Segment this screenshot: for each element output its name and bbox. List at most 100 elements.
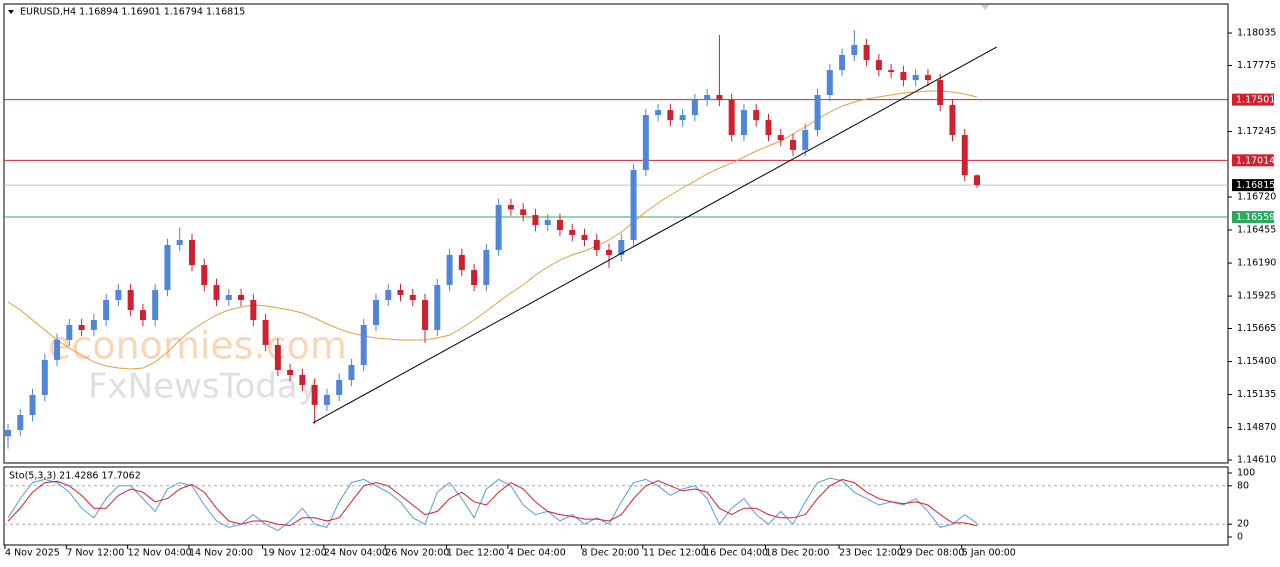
candle-body	[753, 110, 760, 121]
chart-title: EURUSD,H4 1.16894 1.16901 1.16794 1.1681…	[20, 7, 245, 18]
level-label-box	[1232, 179, 1274, 192]
candle-body	[115, 289, 122, 300]
candle-body	[483, 249, 490, 285]
y-tick-label: 1.16720	[1237, 191, 1276, 202]
candle-body	[5, 429, 11, 437]
candle-body	[974, 175, 980, 186]
candle-body	[888, 70, 895, 73]
candle-body	[949, 104, 956, 136]
candle-body	[704, 95, 711, 100]
candle-body	[471, 270, 478, 285]
x-tick-label: 4 Dec 04:00	[508, 548, 566, 559]
y-tick-label: 1.14610	[1237, 455, 1276, 466]
shift-marker	[981, 5, 989, 10]
x-tick-label: 4 Nov 2025	[5, 548, 60, 559]
watermark: FxNewsToday	[88, 367, 318, 407]
candle-body	[777, 135, 784, 141]
candle-body	[532, 215, 539, 226]
candle-body	[299, 374, 306, 385]
y-tick-label: 0	[1237, 532, 1243, 543]
candle-body	[274, 344, 281, 371]
candle-body	[78, 325, 85, 330]
y-tick-label: 1.15135	[1237, 389, 1276, 400]
candle-body	[544, 220, 551, 226]
level-label: 1.16559	[1236, 212, 1275, 223]
level-label: 1.17014	[1236, 155, 1275, 166]
level-label: 1.16815	[1236, 180, 1275, 191]
candle-body	[642, 115, 649, 171]
candle-body	[66, 325, 73, 340]
candle-body	[667, 110, 674, 121]
candle-body	[569, 230, 576, 235]
candle-body	[937, 80, 944, 105]
x-tick-label: 8 Dec 20:00	[581, 548, 639, 559]
candle-body	[458, 254, 465, 271]
candle-body	[262, 320, 269, 345]
y-tick-label: 1.15665	[1237, 323, 1276, 334]
x-tick-label: 5 Jan 00:00	[962, 548, 1016, 559]
candle-body	[507, 204, 514, 210]
candle-body	[851, 45, 858, 55]
x-tick-label: 16 Dec 04:00	[704, 548, 768, 559]
candle-body	[520, 209, 527, 216]
candle-body	[164, 244, 171, 290]
menu-arrow[interactable]	[8, 10, 14, 14]
candle-body	[152, 289, 159, 321]
candle-body	[716, 95, 723, 100]
x-tick-label: 24 Nov 04:00	[324, 548, 388, 559]
main-panel	[3, 3, 1229, 464]
level-label-box	[1232, 93, 1274, 106]
y-tick-label: 1.15400	[1237, 356, 1276, 367]
level-label-box	[1232, 154, 1274, 167]
x-tick-label: 7 Nov 12:00	[66, 548, 124, 559]
x-tick-label: 1 Dec 12:00	[447, 548, 505, 559]
candle-body	[581, 234, 588, 240]
y-tick-label: 100	[1237, 468, 1255, 479]
stochastic-line	[7, 478, 978, 527]
candle-body	[409, 294, 416, 300]
candle-body	[29, 394, 36, 416]
candle-body	[728, 99, 735, 136]
candle-body	[790, 140, 797, 150]
candle-body	[961, 135, 968, 176]
candle-body	[385, 289, 392, 300]
candle-body	[679, 115, 686, 121]
candle-body	[765, 120, 772, 136]
candle-body	[740, 110, 747, 136]
y-tick-label: 20	[1237, 519, 1249, 530]
candle-body	[348, 365, 355, 380]
candle-body	[311, 384, 318, 405]
y-tick-label: 1.14870	[1237, 422, 1276, 433]
indicator-label: Sto(5,3,3) 21.4286 17.7062	[9, 471, 141, 482]
candle-body	[839, 54, 846, 71]
candle-body	[323, 394, 330, 405]
x-tick-label: 18 Dec 20:00	[765, 548, 829, 559]
y-tick-label: 1.18035	[1237, 28, 1276, 39]
candle-body	[90, 320, 97, 330]
x-tick-label: 19 Nov 12:00	[263, 548, 327, 559]
candle-body	[434, 284, 441, 330]
candle-body	[606, 249, 613, 255]
candle-body	[250, 299, 257, 321]
x-tick-label: 12 Nov 04:00	[128, 548, 192, 559]
candle-body	[630, 170, 637, 240]
x-tick-label: 23 Dec 12:00	[839, 548, 903, 559]
y-tick-label: 1.17775	[1237, 60, 1276, 71]
candle-body	[863, 45, 870, 61]
candle-body	[127, 289, 134, 311]
y-tick-label: 1.15925	[1237, 291, 1276, 302]
candle-body	[618, 239, 625, 255]
trendline	[312, 46, 997, 424]
candle-body	[446, 254, 453, 285]
candle-body	[556, 220, 563, 231]
level-label-box	[1232, 211, 1274, 224]
x-tick-label: 14 Nov 20:00	[189, 548, 253, 559]
candle-body	[422, 299, 429, 330]
candle-body	[287, 370, 294, 375]
candle-body	[188, 239, 195, 266]
candle-body	[802, 130, 809, 150]
candle-body	[41, 360, 48, 395]
candle-body	[360, 325, 367, 366]
